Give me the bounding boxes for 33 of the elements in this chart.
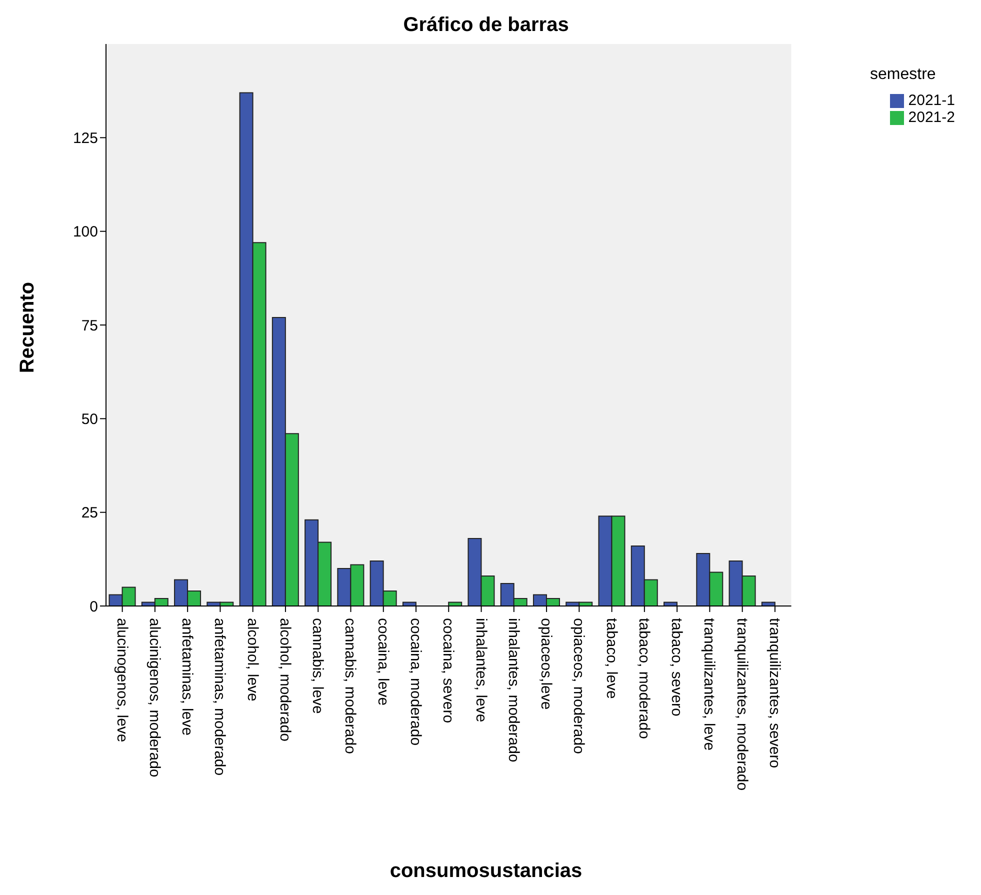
y-axis-title: Recuento bbox=[16, 280, 40, 376]
x-tick-label: tabaco, severo bbox=[668, 618, 686, 716]
x-tick-label: opiaceos, moderado bbox=[570, 618, 588, 754]
y-tick-label: 25 bbox=[81, 504, 98, 522]
x-tick-label: alucinigenos, moderado bbox=[146, 618, 163, 778]
legend-label: 2021-2 bbox=[908, 109, 955, 126]
x-tick-label: cocaina, severo bbox=[440, 618, 457, 724]
x-tick-label: anfetaminas, moderado bbox=[211, 618, 228, 776]
chart-title: Gráfico de barras bbox=[402, 14, 570, 37]
x-axis-title: consumosustancias bbox=[388, 860, 584, 883]
x-tick-label: tranquilizantes, leve bbox=[700, 618, 718, 751]
x-tick-label: inhalantes, moderado bbox=[504, 618, 522, 762]
x-tick-label: tabaco, moderado bbox=[635, 618, 652, 739]
x-tick-label: cannabis, leve bbox=[309, 618, 326, 714]
x-tick-label: cocaina, moderado bbox=[407, 618, 424, 746]
y-tick-label: 75 bbox=[81, 317, 98, 334]
y-tick-label: 50 bbox=[81, 410, 98, 428]
legend-label: 2021-1 bbox=[908, 92, 955, 109]
x-tick-label: inhalantes, leve bbox=[472, 618, 490, 722]
x-tick-label: opiaceos,leve bbox=[538, 618, 555, 710]
x-tick-label: tranquilizantes, severo bbox=[766, 618, 783, 768]
y-tick-label: 100 bbox=[72, 224, 98, 241]
y-tick-label: 125 bbox=[72, 130, 98, 147]
x-tick-label: alcohol, moderado bbox=[276, 618, 294, 742]
x-tick-label: alcohol, leve bbox=[244, 618, 261, 702]
x-tick-label: cannabis, moderado bbox=[342, 618, 359, 754]
legend-title: semestre bbox=[870, 66, 936, 84]
x-tick-label: cocaina, leve bbox=[374, 618, 392, 706]
x-tick-label: anfetaminas, leve bbox=[178, 618, 196, 736]
x-tick-label: tabaco, leve bbox=[602, 618, 620, 699]
y-tick-label: 0 bbox=[90, 598, 98, 616]
x-tick-label: alucinogenos, leve bbox=[113, 618, 130, 742]
x-tick-label: tranquilizantes, moderado bbox=[733, 618, 750, 791]
